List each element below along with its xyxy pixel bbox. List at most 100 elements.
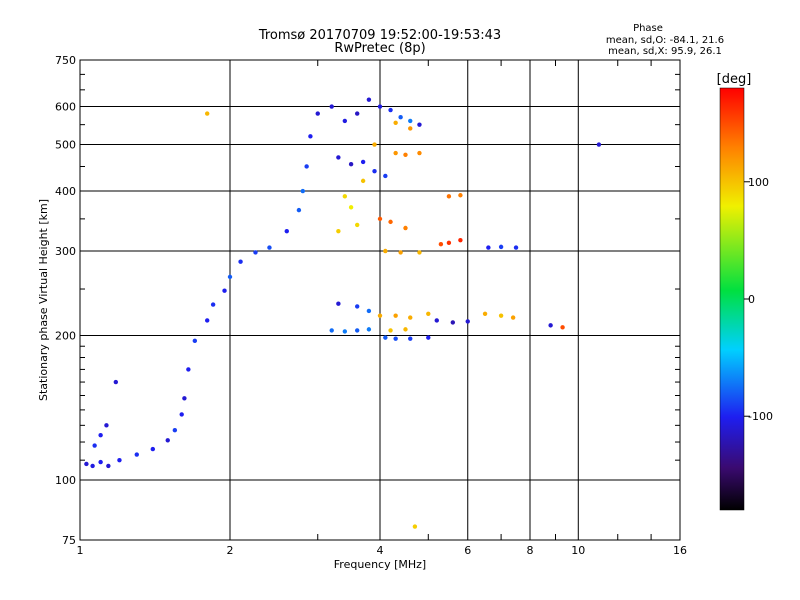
data-point bbox=[458, 193, 463, 198]
data-point bbox=[366, 308, 372, 314]
y-tick-label: 750 bbox=[55, 54, 76, 67]
data-point bbox=[417, 122, 422, 127]
data-point bbox=[426, 335, 431, 340]
data-point bbox=[398, 250, 403, 255]
chart-title: Tromsø 20170709 19:52:00-19:53:43 bbox=[258, 28, 501, 43]
data-point bbox=[238, 259, 243, 264]
y-tick-label: 500 bbox=[55, 139, 76, 152]
data-point bbox=[342, 118, 348, 124]
colorbar-tick-label: -100 bbox=[748, 410, 773, 423]
data-point bbox=[104, 423, 109, 428]
data-point bbox=[498, 244, 504, 250]
data-point bbox=[383, 173, 388, 179]
data-point bbox=[360, 159, 366, 165]
colorbar-ticks: 100 0 -100 bbox=[744, 176, 773, 423]
data-point bbox=[446, 194, 452, 199]
data-point bbox=[354, 304, 360, 309]
stats-x-line: mean, sd,X: 95.9, 26.1 bbox=[608, 46, 722, 57]
plot-frame bbox=[79, 59, 681, 541]
data-point bbox=[150, 446, 156, 452]
data-point bbox=[377, 216, 383, 222]
data-point bbox=[393, 150, 398, 156]
data-point bbox=[134, 452, 139, 457]
data-point bbox=[408, 126, 413, 131]
data-point bbox=[377, 313, 383, 318]
x-tick-label: 6 bbox=[464, 544, 471, 557]
data-point bbox=[348, 205, 354, 210]
colorbar-label: [deg] bbox=[717, 72, 752, 87]
data-point bbox=[210, 302, 216, 307]
data-point bbox=[393, 336, 398, 341]
data-point bbox=[267, 245, 272, 250]
data-point bbox=[90, 463, 95, 469]
data-point bbox=[560, 325, 565, 330]
data-point bbox=[372, 168, 377, 174]
data-point bbox=[227, 274, 233, 280]
colorbar-tick-label: 100 bbox=[748, 176, 769, 189]
data-point bbox=[354, 328, 360, 333]
stats-heading: Phase bbox=[633, 23, 663, 34]
x-tick-label: 8 bbox=[527, 544, 534, 557]
colorbar bbox=[720, 88, 744, 510]
data-point bbox=[106, 463, 111, 469]
data-point bbox=[336, 155, 341, 160]
data-point bbox=[182, 396, 187, 401]
data-point bbox=[383, 248, 388, 254]
chart-subtitle: RwPretec (8p) bbox=[334, 41, 425, 56]
data-point bbox=[354, 222, 360, 228]
data-point bbox=[315, 111, 320, 116]
data-point bbox=[172, 428, 178, 433]
data-point bbox=[408, 336, 413, 341]
data-point bbox=[412, 524, 418, 529]
data-point bbox=[388, 107, 393, 113]
data-point bbox=[342, 329, 348, 334]
data-point bbox=[408, 118, 413, 124]
data-point bbox=[92, 443, 97, 448]
colorbar-tick-label: 0 bbox=[748, 293, 755, 306]
y-tick-label: 75 bbox=[62, 534, 76, 547]
data-point bbox=[403, 152, 408, 157]
y-tick-labels: 75 100 200 300 400 500 600 750 bbox=[55, 54, 76, 547]
data-point bbox=[336, 228, 341, 234]
data-point bbox=[354, 111, 360, 116]
x-axis-label: Frequency [MHz] bbox=[334, 558, 426, 571]
data-point bbox=[222, 288, 227, 293]
data-point bbox=[192, 338, 198, 344]
data-point bbox=[548, 323, 553, 328]
data-point bbox=[417, 250, 422, 255]
data-point bbox=[450, 320, 456, 325]
data-point bbox=[336, 301, 341, 306]
data-point bbox=[98, 432, 103, 438]
data-point bbox=[308, 134, 313, 139]
data-point bbox=[186, 367, 191, 372]
data-point bbox=[98, 459, 103, 465]
y-tick-label: 200 bbox=[55, 330, 76, 343]
data-point bbox=[165, 438, 170, 443]
data-point bbox=[179, 412, 184, 417]
data-point bbox=[300, 188, 306, 194]
data-point bbox=[426, 311, 431, 316]
x-tick-label: 2 bbox=[227, 544, 234, 557]
data-point bbox=[253, 250, 258, 255]
y-tick-label: 600 bbox=[55, 101, 76, 114]
data-point bbox=[388, 328, 393, 333]
data-point bbox=[403, 225, 408, 231]
data-point bbox=[417, 150, 422, 156]
x-tick-label: 1 bbox=[77, 544, 84, 557]
x-tick-label: 16 bbox=[673, 544, 687, 557]
data-point bbox=[486, 245, 491, 250]
x-tick-labels: 1 2 4 6 8 10 16 bbox=[77, 544, 688, 557]
data-point bbox=[596, 142, 602, 147]
x-tick-label: 4 bbox=[377, 544, 384, 557]
data-point bbox=[510, 315, 516, 320]
data-point bbox=[482, 311, 488, 316]
data-point bbox=[284, 228, 289, 234]
data-point bbox=[329, 104, 334, 109]
data-point bbox=[398, 115, 403, 120]
data-point bbox=[360, 178, 366, 184]
data-point bbox=[465, 319, 470, 324]
data-point bbox=[372, 142, 377, 147]
data-point bbox=[113, 379, 119, 385]
data-point bbox=[408, 315, 413, 320]
